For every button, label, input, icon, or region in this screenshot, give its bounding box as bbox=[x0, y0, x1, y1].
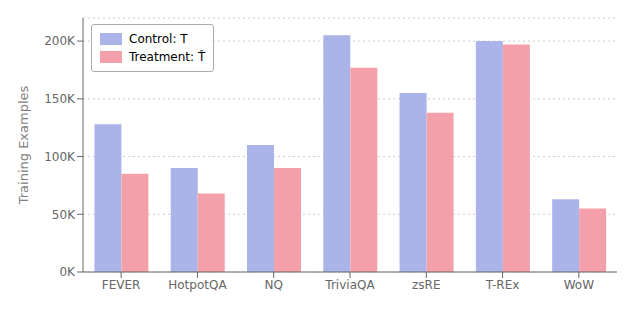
svg-text:50K: 50K bbox=[52, 208, 76, 222]
html-text:Treatment: T̂: Treatment: T̂ bbox=[129, 50, 206, 64]
svg-text:WoW: WoW bbox=[564, 278, 595, 292]
html-text:Control: T: Control: T bbox=[129, 32, 188, 46]
svg-text:NQ: NQ bbox=[265, 278, 283, 292]
svg-text:100K: 100K bbox=[44, 150, 76, 164]
svg-text:FEVER: FEVER bbox=[102, 278, 141, 292]
svg-text:0K: 0K bbox=[59, 265, 76, 279]
svg-text:150K: 150K bbox=[44, 92, 76, 106]
svg-text:200K: 200K bbox=[44, 34, 76, 48]
svg-text:TriviaQA: TriviaQA bbox=[324, 278, 375, 292]
svg-text:HotpotQA: HotpotQA bbox=[168, 278, 227, 292]
svg-text:zsRE: zsRE bbox=[412, 278, 440, 292]
svg-text:T-REx: T-REx bbox=[485, 278, 520, 292]
svg-text:Training Examples: Training Examples bbox=[16, 85, 31, 205]
